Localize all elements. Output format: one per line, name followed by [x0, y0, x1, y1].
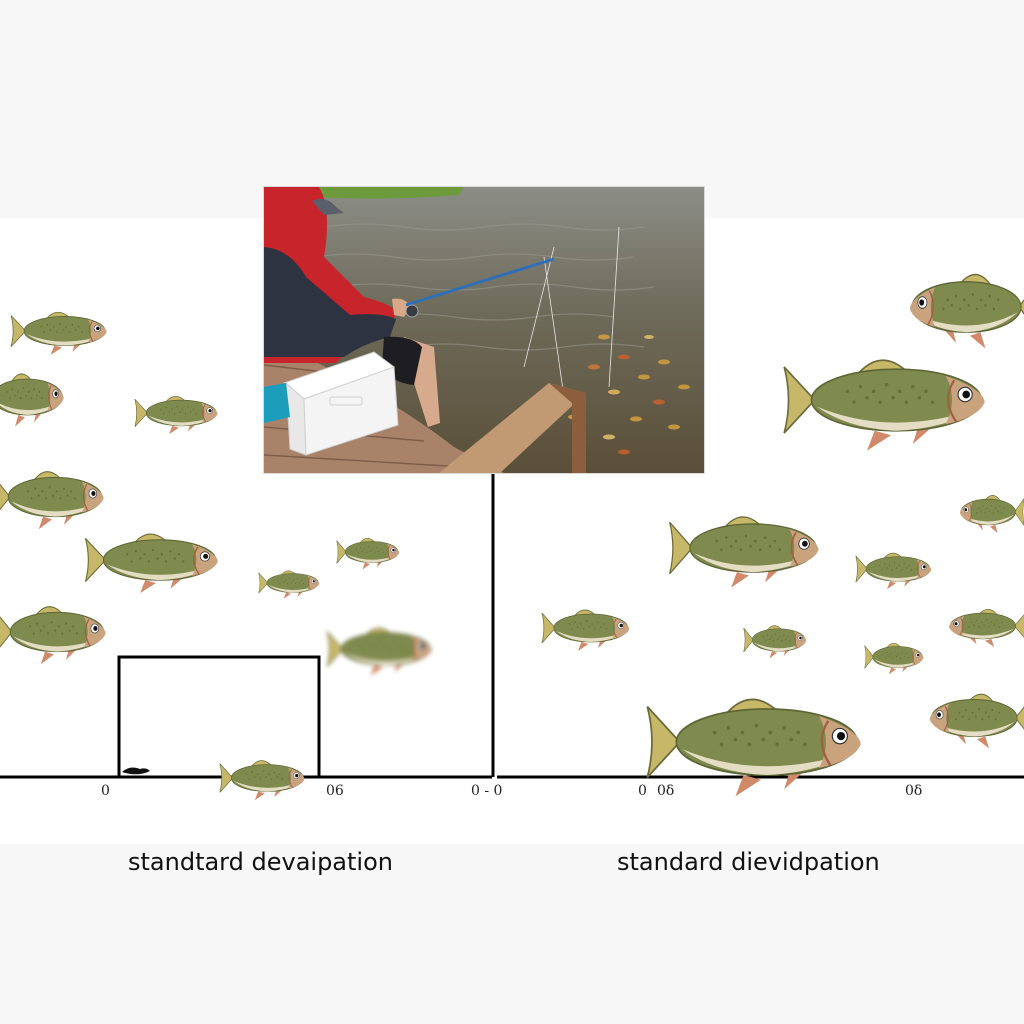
hand	[392, 298, 410, 317]
tick-label: 0	[638, 783, 647, 799]
jacket	[264, 247, 396, 357]
rail-side	[549, 383, 586, 473]
fish-icon	[10, 305, 114, 357]
dock-rail	[439, 383, 586, 473]
fish-icon	[955, 489, 1024, 535]
tick-label: 0	[101, 783, 110, 799]
fish-icon	[864, 638, 928, 676]
tick-label: 0δ	[657, 783, 675, 799]
x-axis-title-left: standtard devaipation	[128, 848, 393, 876]
fishing-photo	[263, 186, 705, 474]
outlined-box	[117, 655, 321, 779]
cooler-front	[303, 366, 399, 456]
fish-icon	[782, 345, 1000, 455]
fish-icon	[900, 262, 1024, 352]
fish-icon	[134, 390, 224, 436]
fish-icon	[743, 620, 811, 660]
fish-icon	[258, 566, 324, 600]
fish-icon	[0, 365, 70, 429]
fish-icon	[0, 462, 112, 532]
fish-icon	[219, 754, 311, 802]
fish-school	[568, 334, 690, 455]
fish-icon	[855, 547, 937, 591]
fish-icon	[541, 603, 636, 653]
cooler-handle	[329, 396, 363, 406]
fish-icon	[922, 685, 1024, 751]
shoreline	[304, 187, 464, 199]
fish-icon	[0, 597, 114, 667]
tick-label: 06	[326, 783, 344, 799]
fish-icon	[645, 683, 877, 801]
water-ripples	[313, 223, 655, 351]
fish-icon	[943, 603, 1024, 649]
fishing-line	[523, 226, 620, 398]
tick-label: 0δ	[905, 783, 923, 799]
fishing-rod	[405, 257, 555, 307]
fish-icon	[326, 620, 440, 678]
cap	[312, 199, 344, 215]
reel	[405, 304, 419, 318]
fish-icon	[84, 524, 228, 596]
fish-icon	[336, 533, 404, 571]
x-axis-title-right: standard dievidpation	[617, 848, 880, 876]
tick-label: 0 - 0	[471, 783, 503, 799]
blue-bag	[264, 383, 290, 423]
ink-smudge	[122, 767, 150, 775]
fish-icon	[668, 505, 830, 591]
